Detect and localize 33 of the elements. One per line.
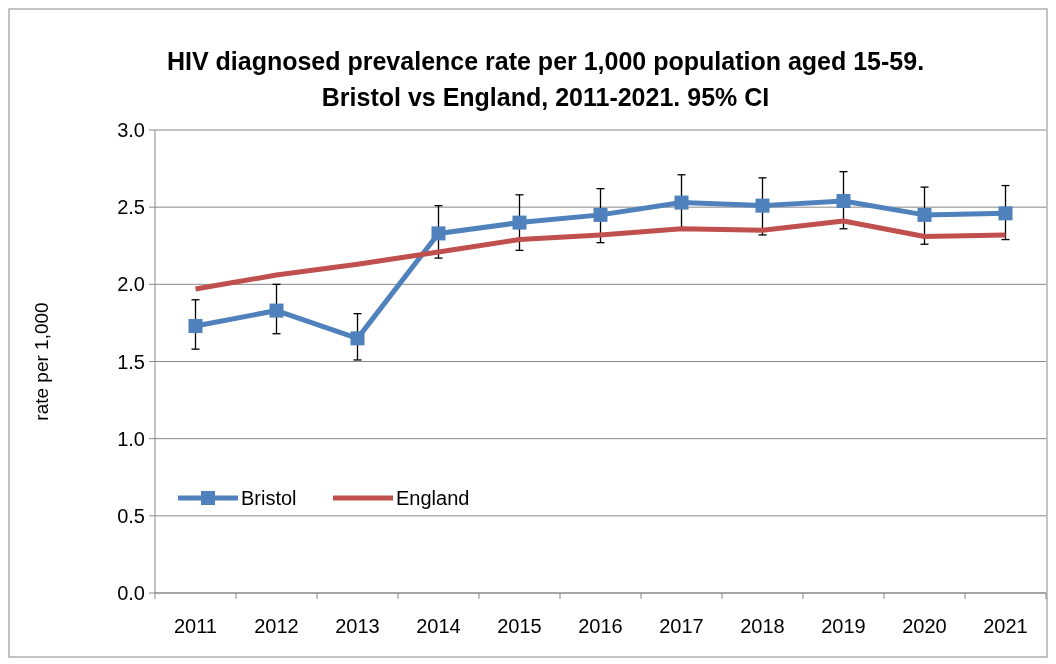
point: [512, 215, 527, 230]
point: [593, 207, 608, 222]
x-tick-label: 2013: [335, 615, 380, 637]
point: [269, 303, 284, 318]
x-tick-label: 2016: [578, 615, 623, 637]
point: [755, 198, 770, 213]
x-tick-label: 2017: [659, 615, 704, 637]
y-tick-label: 1.5: [117, 350, 145, 373]
y-tick-label: 0.0: [117, 582, 145, 604]
point: [350, 331, 365, 346]
point: [431, 226, 446, 241]
point: [836, 193, 851, 208]
y-tick-label: 3.0: [117, 119, 145, 141]
point: [998, 206, 1013, 221]
x-tick-label: 2021: [983, 615, 1028, 637]
y-tick-label: 2.0: [117, 273, 145, 296]
chart-title: HIV diagnosed prevalence rate per 1,000 population aged 15-59. Bristol vs England, 2011-2021. 95% CI: [166, 47, 925, 111]
legend-label: England: [396, 487, 470, 509]
y-axis-title: rate per 1,000: [31, 302, 52, 421]
y-tick-label: 2.5: [117, 196, 145, 219]
x-tick-label: 2020: [902, 615, 947, 637]
x-tick-label: 2014: [416, 615, 461, 637]
point: [674, 195, 689, 210]
x-tick-label: 2015: [497, 615, 542, 637]
point: [917, 207, 932, 222]
x-tick-label: 2012: [254, 615, 299, 637]
x-tick-label: 2011: [173, 615, 218, 637]
y-tick-label: 0.5: [117, 504, 145, 527]
y-tick-label: 1.0: [117, 427, 145, 450]
x-tick-label: 2018: [740, 615, 785, 637]
point: [188, 319, 203, 333]
x-tick-label: 2019: [821, 615, 866, 637]
legend-label: Bristol: [241, 487, 297, 509]
